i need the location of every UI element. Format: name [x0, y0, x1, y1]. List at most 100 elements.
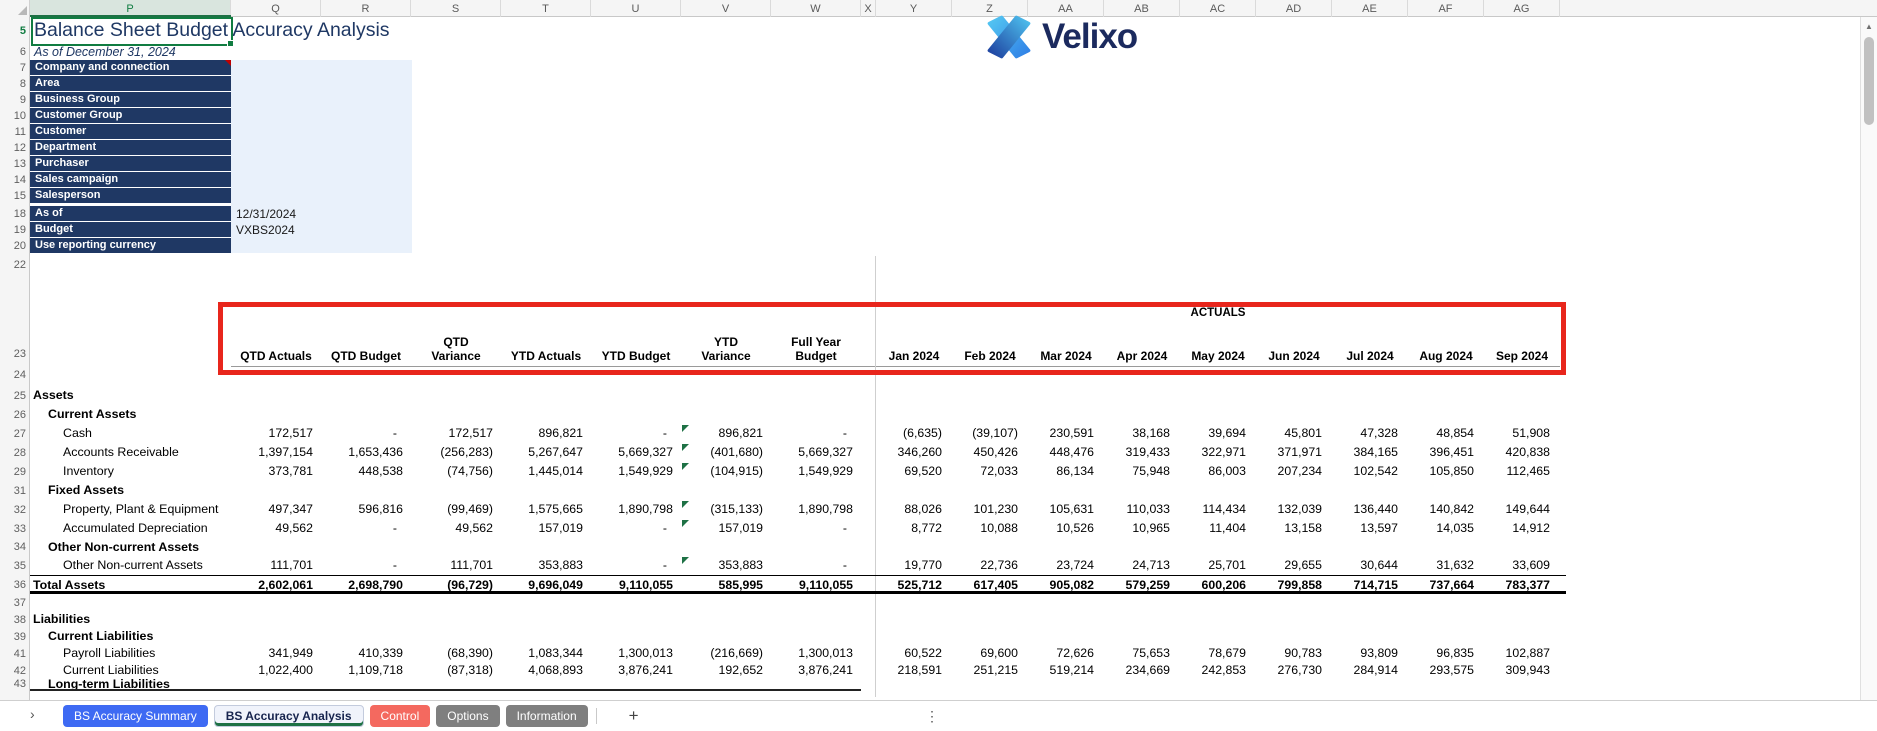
- cell-ae32[interactable]: 136,440: [1353, 502, 1398, 516]
- row-number-33[interactable]: 33: [13, 522, 26, 535]
- column-header-s[interactable]: S: [411, 0, 501, 17]
- column-header-q[interactable]: Q: [231, 0, 321, 17]
- col-label-jun-2024[interactable]: Jun 2024: [1268, 349, 1320, 363]
- cell-ae36[interactable]: 714,715: [1353, 578, 1398, 592]
- column-header-t[interactable]: T: [501, 0, 591, 17]
- scroll-up-arrow-icon[interactable]: ▲: [1865, 22, 1873, 31]
- cell-ab35[interactable]: 24,713: [1132, 558, 1170, 572]
- row-number-26[interactable]: 26: [13, 408, 26, 421]
- col-label-apr-2024[interactable]: Apr 2024: [1116, 349, 1168, 363]
- filter-company-and-connection[interactable]: Company and connection: [30, 60, 231, 75]
- filter-budget[interactable]: Budget: [30, 222, 231, 237]
- col-label-mar-2024[interactable]: Mar 2024: [1040, 349, 1092, 363]
- col-label-sep-2024[interactable]: Sep 2024: [1495, 349, 1549, 363]
- col-label-jul-2024[interactable]: Jul 2024: [1346, 349, 1394, 363]
- cell-z28[interactable]: 450,426: [973, 445, 1018, 459]
- cell-ae27[interactable]: 47,328: [1360, 426, 1398, 440]
- filter-salesperson[interactable]: Salesperson: [30, 188, 231, 203]
- column-header-x[interactable]: X: [861, 0, 876, 17]
- row-number-29[interactable]: 29: [13, 465, 26, 478]
- sheet-tab-options[interactable]: Options: [436, 705, 500, 727]
- cell-ab32[interactable]: 110,033: [1126, 502, 1170, 516]
- cell-z33[interactable]: 10,088: [980, 521, 1018, 535]
- row-number-10[interactable]: 10: [13, 110, 26, 122]
- row-number-39[interactable]: 39: [13, 630, 26, 643]
- column-header-ae[interactable]: AE: [1332, 0, 1408, 17]
- col-label-aug-2024[interactable]: Aug 2024: [1419, 349, 1473, 363]
- filter-value-as-of[interactable]: 12/31/2024: [236, 207, 297, 221]
- cell-w32[interactable]: 1,890,798: [798, 502, 853, 516]
- cell-v27[interactable]: 896,821: [718, 426, 763, 440]
- row-number-20[interactable]: 20: [13, 240, 26, 252]
- vertical-scrollbar[interactable]: ▲: [1860, 17, 1877, 700]
- cell-af29[interactable]: 105,850: [1429, 464, 1474, 478]
- row-number-41[interactable]: 41: [13, 647, 26, 660]
- cell-ac28[interactable]: 322,971: [1201, 445, 1246, 459]
- cell-v41[interactable]: (216,669): [710, 646, 763, 660]
- cell-v35[interactable]: 353,883: [718, 558, 763, 572]
- row-number-22[interactable]: 22: [13, 258, 26, 271]
- report-title-cell[interactable]: Balance Sheet Budget Accuracy Analysis: [34, 19, 390, 41]
- row-number-38[interactable]: 38: [13, 613, 26, 626]
- cell-af36[interactable]: 737,664: [1429, 578, 1474, 592]
- cell-aa35[interactable]: 23,724: [1056, 558, 1094, 572]
- cell-u35[interactable]: -: [662, 558, 667, 572]
- cell-u42[interactable]: 3,876,241: [618, 663, 673, 677]
- filter-input-area[interactable]: [231, 60, 412, 253]
- row-number-31[interactable]: 31: [13, 484, 26, 497]
- cell-t41[interactable]: 1,083,344: [528, 646, 583, 660]
- row-label[interactable]: Other Non-current Assets: [63, 558, 203, 572]
- row-label[interactable]: Payroll Liabilities: [63, 646, 156, 660]
- cell-w42[interactable]: 3,876,241: [798, 663, 853, 677]
- cell-ad33[interactable]: 13,158: [1284, 521, 1322, 535]
- column-header-p[interactable]: P: [30, 0, 231, 17]
- cell-y36[interactable]: 525,712: [897, 578, 942, 592]
- cell-aa32[interactable]: 105,631: [1049, 502, 1094, 516]
- add-sheet-button[interactable]: +: [628, 706, 639, 725]
- filter-customer-group[interactable]: Customer Group: [30, 108, 231, 123]
- cell-aa28[interactable]: 448,476: [1049, 445, 1094, 459]
- cell-ad42[interactable]: 276,730: [1277, 663, 1322, 677]
- cell-ad36[interactable]: 799,858: [1277, 578, 1322, 592]
- row-number-5[interactable]: 5: [19, 24, 26, 37]
- cell-y29[interactable]: 69,520: [904, 464, 942, 478]
- cell-w29[interactable]: 1,549,929: [798, 464, 853, 478]
- row-number-23[interactable]: 23: [13, 347, 26, 360]
- cell-ac35[interactable]: 25,701: [1208, 558, 1246, 572]
- cell-ad41[interactable]: 90,783: [1284, 646, 1322, 660]
- cell-u41[interactable]: 1,300,013: [618, 646, 673, 660]
- cell-aa27[interactable]: 230,591: [1049, 426, 1094, 440]
- row-label[interactable]: Long-term Liabilities: [48, 677, 170, 691]
- cell-ac36[interactable]: 600,206: [1201, 578, 1246, 592]
- cell-s42[interactable]: (87,318): [447, 663, 493, 677]
- cell-z36[interactable]: 617,405: [973, 578, 1018, 592]
- cell-v42[interactable]: 192,652: [718, 663, 763, 677]
- cell-t27[interactable]: 896,821: [538, 426, 583, 440]
- cell-aa33[interactable]: 10,526: [1056, 521, 1094, 535]
- cell-ae28[interactable]: 384,165: [1353, 445, 1398, 459]
- row-number-13[interactable]: 13: [13, 158, 26, 170]
- row-number-35[interactable]: 35: [13, 559, 26, 572]
- cell-ag36[interactable]: 783,377: [1505, 578, 1550, 592]
- cell-z42[interactable]: 251,215: [973, 663, 1018, 677]
- row-number-28[interactable]: 28: [13, 446, 26, 459]
- cell-y42[interactable]: 218,591: [897, 663, 942, 677]
- cell-y35[interactable]: 19,770: [904, 558, 942, 572]
- row-label[interactable]: Accounts Receivable: [63, 445, 179, 459]
- cell-s29[interactable]: (74,756): [447, 464, 493, 478]
- filter-department[interactable]: Department: [30, 140, 231, 155]
- sheet-tab-information[interactable]: Information: [505, 705, 588, 727]
- col-label-qtd-budget[interactable]: QTD Budget: [331, 349, 401, 363]
- cell-ag28[interactable]: 420,838: [1505, 445, 1550, 459]
- row-number-42[interactable]: 42: [13, 664, 26, 677]
- cell-af41[interactable]: 96,835: [1436, 646, 1474, 660]
- row-number-18[interactable]: 18: [13, 208, 26, 220]
- sheet-tab-bs-accuracy-summary[interactable]: BS Accuracy Summary: [63, 705, 208, 727]
- cell-s32[interactable]: (99,469): [447, 502, 493, 516]
- row-number-32[interactable]: 32: [13, 503, 26, 516]
- cell-w27[interactable]: -: [842, 426, 847, 440]
- cell-ad28[interactable]: 371,971: [1277, 445, 1322, 459]
- cell-ae29[interactable]: 102,542: [1353, 464, 1398, 478]
- cell-af35[interactable]: 31,632: [1436, 558, 1474, 572]
- cell-z32[interactable]: 101,230: [973, 502, 1018, 516]
